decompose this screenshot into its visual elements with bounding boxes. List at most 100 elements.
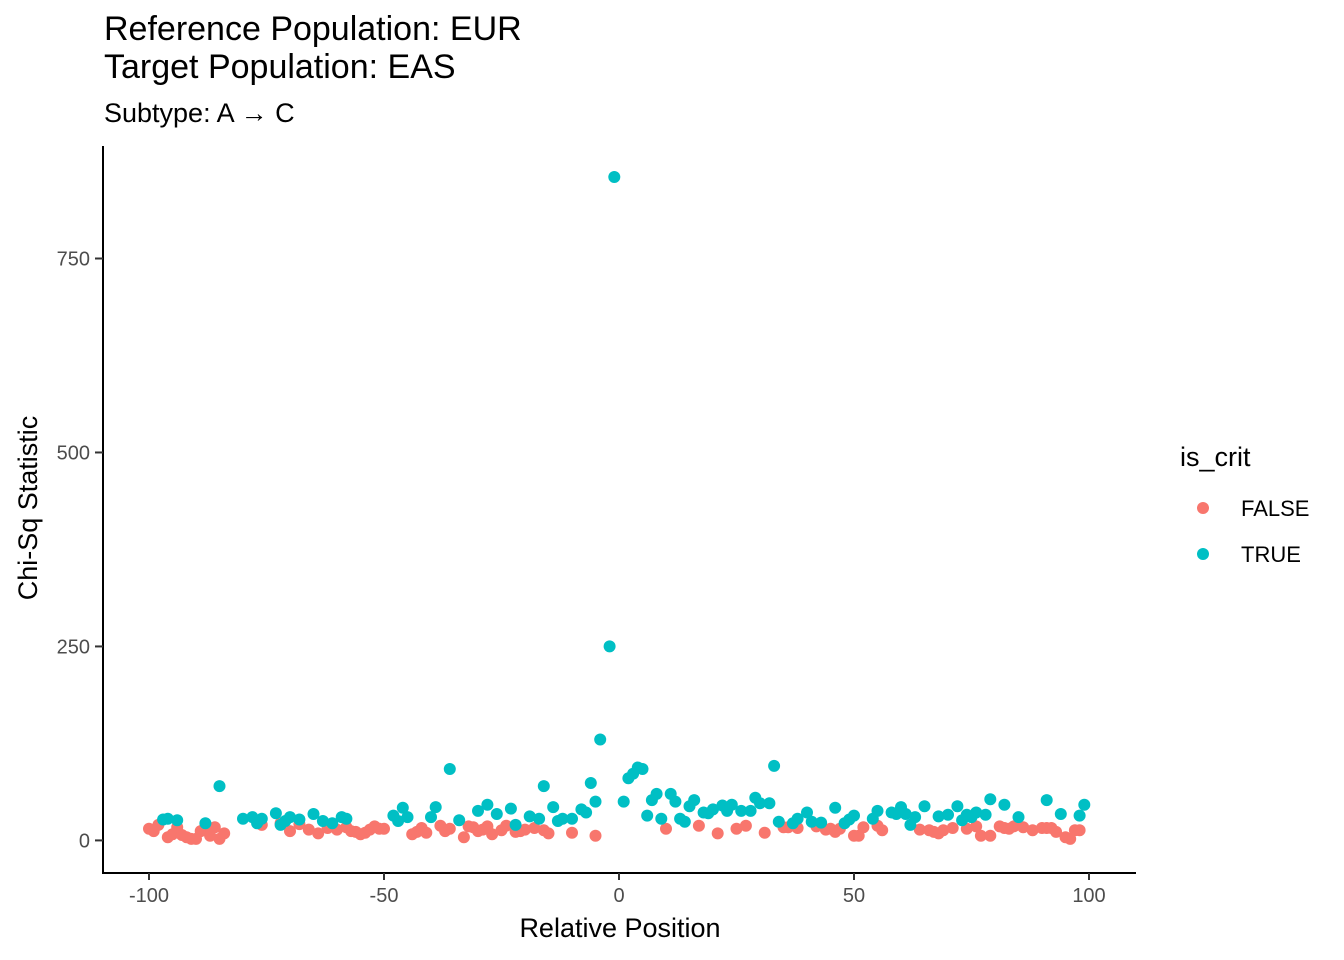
data-point-true bbox=[396, 801, 409, 814]
data-point-true bbox=[1054, 808, 1067, 820]
data-point-false bbox=[692, 819, 705, 832]
points-layer bbox=[143, 171, 1091, 845]
y-axis-title: Chi-Sq Statistic bbox=[13, 416, 43, 601]
data-point-true bbox=[707, 803, 719, 816]
data-point-true bbox=[899, 808, 912, 820]
data-point-true bbox=[481, 798, 494, 811]
data-point-false bbox=[913, 823, 926, 836]
data-point-true bbox=[815, 816, 828, 829]
data-point-true bbox=[269, 807, 282, 820]
data-point-false bbox=[378, 822, 390, 835]
data-point-true bbox=[472, 804, 484, 817]
data-point-true bbox=[829, 801, 842, 814]
data-point-true bbox=[1073, 809, 1086, 822]
data-point-true bbox=[636, 763, 649, 775]
data-point-true bbox=[490, 808, 503, 820]
data-point-true bbox=[979, 808, 992, 821]
data-point-false bbox=[876, 824, 889, 837]
data-point-false bbox=[528, 822, 541, 834]
data-point-true bbox=[641, 809, 654, 822]
data-point-false bbox=[443, 822, 456, 835]
data-point-true bbox=[340, 812, 353, 825]
x-tick-label: 0 bbox=[613, 885, 624, 907]
data-point-false bbox=[660, 822, 672, 835]
y-tick-label: 250 bbox=[57, 636, 90, 658]
data-point-false bbox=[1017, 821, 1030, 834]
data-point-false bbox=[500, 819, 513, 832]
data-point-true bbox=[316, 815, 329, 827]
data-point-true bbox=[443, 763, 456, 775]
data-point-true bbox=[768, 759, 781, 772]
data-point-true bbox=[594, 733, 607, 746]
data-point-true bbox=[932, 810, 945, 823]
x-tick-label: 100 bbox=[1072, 885, 1105, 907]
data-point-false bbox=[711, 827, 724, 840]
data-point-false bbox=[284, 825, 296, 838]
data-point-true bbox=[650, 787, 663, 800]
data-point-true bbox=[307, 808, 320, 820]
data-point-true bbox=[918, 800, 931, 813]
x-tick-label: 50 bbox=[843, 885, 865, 907]
chart-title-line-1: Reference Population: EUR bbox=[104, 10, 522, 48]
data-point-true bbox=[688, 794, 701, 807]
data-point-true bbox=[608, 171, 621, 183]
data-point-false bbox=[970, 820, 983, 833]
data-point-false bbox=[857, 821, 870, 834]
data-point-true bbox=[566, 812, 578, 825]
data-point-true bbox=[655, 812, 668, 825]
data-point-true bbox=[678, 815, 691, 828]
data-point-false bbox=[542, 827, 555, 840]
data-point-true bbox=[617, 795, 630, 808]
data-point-false bbox=[946, 822, 959, 834]
chart-title-line-2: Target Population: EAS bbox=[104, 48, 456, 86]
data-point-true bbox=[293, 813, 306, 826]
legend: is_crit FALSE TRUE bbox=[1180, 442, 1309, 567]
data-point-true bbox=[589, 795, 602, 808]
x-tick-label: -50 bbox=[370, 885, 399, 907]
data-point-true bbox=[504, 802, 517, 815]
data-point-true bbox=[580, 806, 593, 819]
data-point-false bbox=[739, 819, 752, 832]
data-point-true bbox=[1012, 811, 1025, 824]
data-point-false bbox=[1026, 824, 1039, 837]
data-point-true bbox=[603, 640, 616, 653]
data-point-true bbox=[425, 811, 437, 824]
data-point-false bbox=[1050, 825, 1063, 838]
data-point-true bbox=[772, 815, 785, 828]
data-point-false bbox=[566, 826, 578, 839]
data-point-false bbox=[457, 831, 470, 844]
data-point-true bbox=[848, 809, 860, 822]
legend-label-false: FALSE bbox=[1241, 496, 1309, 521]
data-point-true bbox=[984, 793, 997, 806]
data-point-true bbox=[213, 780, 226, 793]
data-point-false bbox=[1073, 824, 1086, 837]
chart-subtitle: Subtype: A → C bbox=[104, 98, 295, 128]
data-point-true bbox=[199, 817, 212, 830]
data-point-false bbox=[758, 826, 771, 839]
data-point-false bbox=[208, 821, 221, 834]
data-point-true bbox=[237, 812, 249, 825]
data-point-true bbox=[533, 812, 546, 825]
data-point-false bbox=[974, 829, 987, 842]
data-point-true bbox=[763, 797, 776, 810]
data-point-false bbox=[302, 823, 315, 836]
data-point-true bbox=[1040, 794, 1053, 807]
ticks-layer: -100 -50 0 50 100 0 250 500 750 bbox=[57, 249, 1106, 907]
data-point-true bbox=[871, 804, 884, 817]
data-point-true bbox=[547, 801, 560, 814]
legend-title: is_crit bbox=[1180, 442, 1251, 472]
data-point-false bbox=[730, 822, 743, 835]
data-point-true bbox=[509, 818, 522, 831]
data-point-true bbox=[429, 801, 442, 814]
data-point-true bbox=[754, 797, 766, 810]
legend-key-true bbox=[1197, 548, 1209, 560]
data-point-true bbox=[970, 806, 983, 819]
data-point-true bbox=[998, 798, 1011, 811]
data-point-true bbox=[1078, 798, 1091, 811]
data-point-false bbox=[312, 827, 325, 840]
x-axis-title: Relative Position bbox=[519, 913, 720, 943]
data-point-true bbox=[537, 780, 550, 793]
data-point-true bbox=[255, 812, 268, 825]
data-point-false bbox=[486, 828, 499, 841]
